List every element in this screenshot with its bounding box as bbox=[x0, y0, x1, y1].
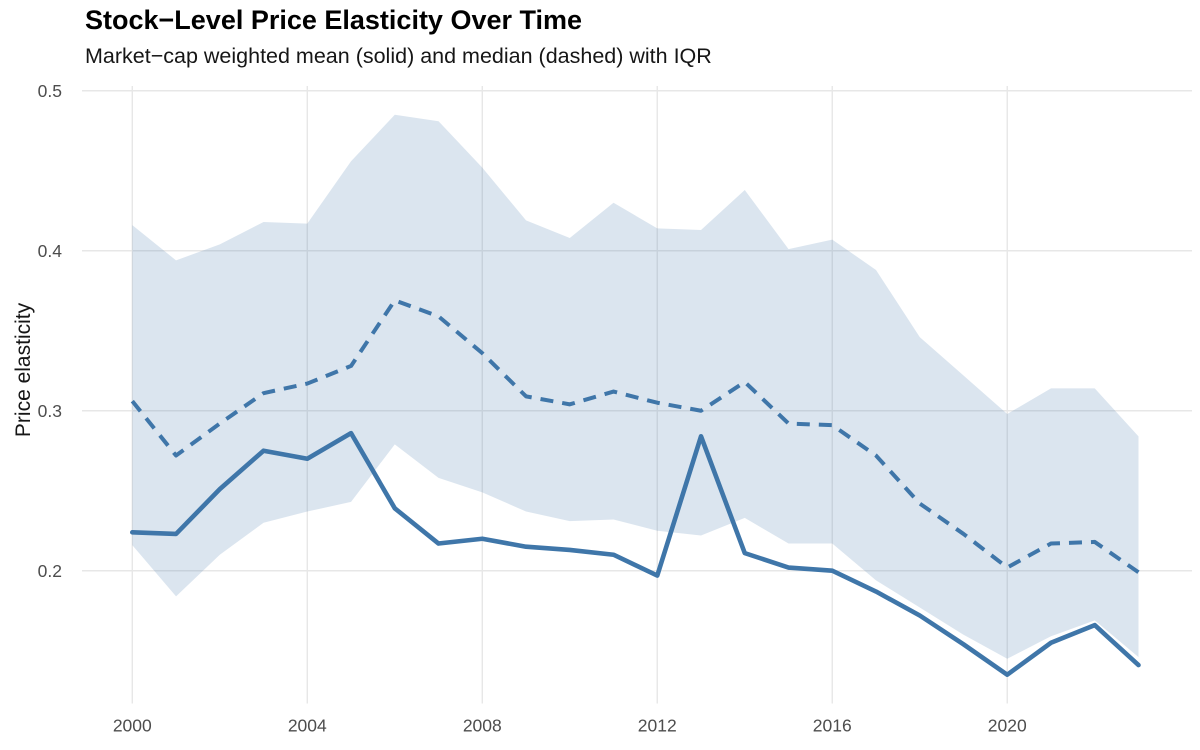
y-tick-label: 0.2 bbox=[38, 561, 62, 581]
chart-subtitle: Market−cap weighted mean (solid) and med… bbox=[85, 44, 712, 68]
chart-title: Stock−Level Price Elasticity Over Time bbox=[85, 5, 582, 35]
x-tick-label: 2008 bbox=[463, 716, 502, 736]
y-tick-label: 0.3 bbox=[38, 401, 62, 421]
iqr-band bbox=[132, 114, 1139, 659]
y-tick-label: 0.5 bbox=[38, 81, 62, 101]
x-tick-label: 2020 bbox=[988, 716, 1027, 736]
mean-line bbox=[130, 430, 1141, 678]
gridlines bbox=[82, 86, 1192, 704]
x-axis-tick-labels: 2000 2004 2008 2012 2016 2020 bbox=[113, 716, 1027, 736]
x-tick-label: 2000 bbox=[113, 716, 152, 736]
x-tick-label: 2016 bbox=[813, 716, 852, 736]
y-tick-label: 0.4 bbox=[38, 241, 63, 261]
median-line bbox=[130, 298, 1140, 574]
y-axis-title: Price elasticity bbox=[12, 302, 35, 437]
x-tick-label: 2004 bbox=[288, 716, 327, 736]
y-axis-tick-labels: 0.2 0.3 0.4 0.5 bbox=[38, 81, 63, 581]
x-tick-label: 2012 bbox=[638, 716, 677, 736]
